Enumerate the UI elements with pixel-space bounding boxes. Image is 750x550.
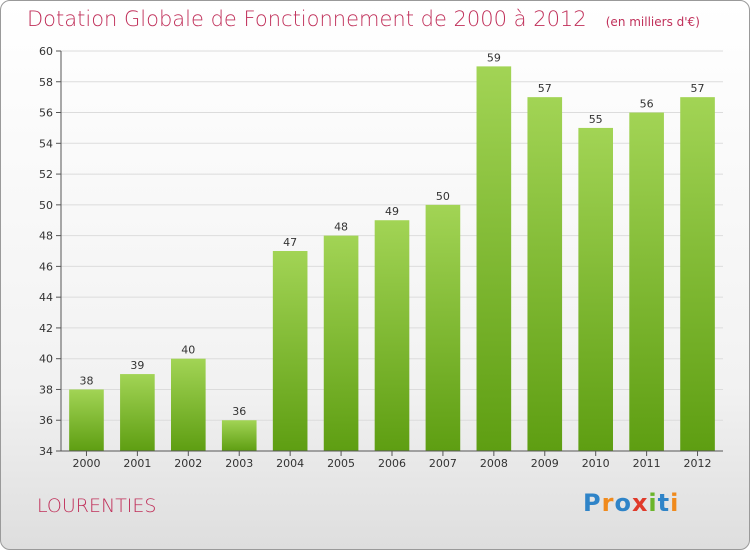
x-tick-label: 2007	[429, 457, 457, 470]
data-label: 36	[232, 405, 246, 418]
chart-title: Dotation Globale de Fonctionnement de 20…	[27, 7, 700, 31]
data-label: 57	[538, 82, 552, 95]
y-tick-label: 54	[39, 137, 53, 150]
commune-name: LOURENTIES	[37, 495, 157, 517]
logo-letter: x	[631, 489, 649, 517]
y-tick-label: 52	[39, 168, 53, 181]
axes: 34 36 38 40 42 44 46 48 50 52 54 56 58 60 2000 2001 2002…	[39, 45, 723, 470]
x-tick-label: 2006	[378, 457, 406, 470]
bar	[170, 358, 206, 451]
y-tick-label: 50	[39, 199, 53, 212]
data-labels: 38 39 40 36 47 48 49 50 59 57 55 56 57	[79, 51, 704, 418]
bar	[323, 235, 359, 451]
y-tick-label: 36	[39, 414, 53, 427]
y-tick-label: 46	[39, 260, 53, 273]
logo-letter: t	[657, 489, 671, 517]
bar	[374, 220, 410, 451]
bar	[680, 97, 715, 452]
x-tick-label: 2004	[276, 457, 304, 470]
x-tick-label: 2008	[480, 457, 508, 470]
bars	[69, 66, 715, 452]
proxiti-logo[interactable]: Proxiti	[583, 489, 679, 517]
y-tick-label: 60	[39, 45, 53, 58]
data-label: 57	[691, 82, 705, 95]
bar	[69, 389, 104, 451]
x-tick-label: 2003	[225, 457, 253, 470]
logo-letter: i	[648, 489, 658, 517]
bar	[120, 374, 155, 451]
data-label: 49	[385, 205, 399, 218]
data-label: 56	[640, 98, 654, 111]
data-label: 39	[130, 359, 144, 372]
bar	[527, 97, 563, 452]
x-tick-label: 2001	[123, 457, 151, 470]
logo-letter: r	[601, 489, 615, 517]
y-tick-label: 56	[39, 107, 53, 120]
bar	[272, 251, 308, 451]
x-tick-label: 2011	[633, 457, 661, 470]
data-label: 48	[334, 221, 348, 234]
bar	[629, 112, 664, 452]
x-tick-label: 2002	[174, 457, 202, 470]
x-tick-label: 2012	[684, 457, 712, 470]
y-tick-label: 34	[39, 445, 53, 458]
y-tick-label: 44	[39, 291, 53, 304]
bar	[476, 66, 512, 451]
logo-letter: i	[670, 489, 680, 517]
chart-title-unit: (en milliers d'€)	[605, 15, 700, 29]
y-tick-label: 42	[39, 322, 53, 335]
chart-title-main: Dotation Globale de Fonctionnement de 20…	[27, 7, 587, 31]
y-tick-label: 40	[39, 353, 53, 366]
x-tick-label: 2005	[327, 457, 355, 470]
data-label: 55	[589, 113, 603, 126]
bar	[425, 204, 461, 451]
x-tick-label: 2009	[531, 457, 559, 470]
data-label: 50	[436, 190, 450, 203]
x-tick-label: 2000	[72, 457, 100, 470]
logo-letter: P	[583, 489, 602, 517]
y-tick-label: 48	[39, 230, 53, 243]
data-label: 38	[79, 374, 93, 387]
data-label: 47	[283, 236, 297, 249]
bar	[221, 420, 257, 451]
data-label: 40	[181, 344, 195, 357]
data-label: 59	[487, 51, 501, 64]
y-tick-label: 58	[39, 76, 53, 89]
bar	[578, 127, 614, 451]
y-tick-label: 38	[39, 383, 53, 396]
x-tick-label: 2010	[582, 457, 610, 470]
logo-letter: o	[614, 489, 632, 517]
